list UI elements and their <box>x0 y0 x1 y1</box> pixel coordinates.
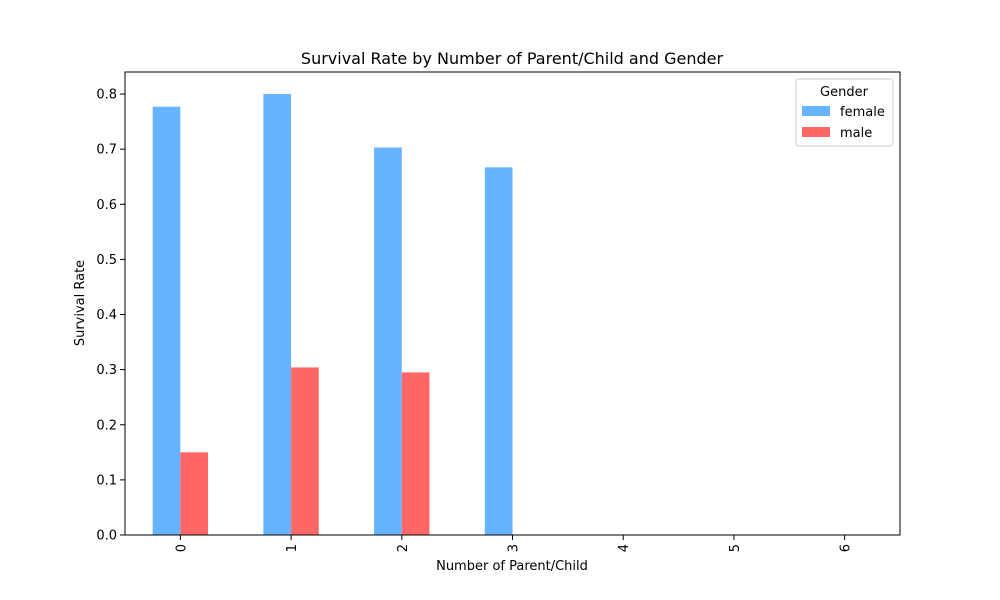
y-tick-label: 0.8 <box>96 88 117 103</box>
y-axis: 0.0 0.1 0.2 0.3 0.4 0.5 0.6 0.7 0.8 <box>96 88 125 544</box>
legend-swatch-female <box>802 106 830 116</box>
y-tick-label: 0.3 <box>96 363 117 378</box>
x-tick-label: 0 <box>174 544 189 552</box>
x-tick-label: 5 <box>728 544 743 552</box>
bar-female-2 <box>374 147 402 535</box>
bar-male-2 <box>401 372 430 535</box>
bar-male-1 <box>291 367 319 535</box>
x-tick-label: 2 <box>396 544 411 552</box>
bar-male-0 <box>180 452 209 535</box>
bar-female-3 <box>484 167 513 535</box>
y-tick-label: 0.5 <box>96 253 117 268</box>
legend-swatch-male <box>802 127 830 137</box>
legend: Gender female male <box>795 78 894 147</box>
y-axis-label: Survival Rate <box>73 260 88 346</box>
x-tick-label: 4 <box>617 544 632 552</box>
y-tick-label: 0.7 <box>96 143 117 158</box>
bar-female-1 <box>263 94 292 536</box>
y-tick-label: 0.2 <box>96 418 117 433</box>
legend-title: Gender <box>820 85 869 100</box>
y-tick-label: 0.6 <box>96 198 117 213</box>
y-tick-label: 0.0 <box>96 529 117 544</box>
legend-label-male: male <box>840 126 872 141</box>
legend-label-female: female <box>840 105 885 120</box>
x-tick-label: 1 <box>285 544 300 552</box>
x-tick-label: 6 <box>839 544 854 552</box>
x-tick-label: 3 <box>507 544 522 552</box>
x-axis: 0 1 2 3 4 5 6 <box>174 535 854 552</box>
y-tick-label: 0.1 <box>96 473 117 488</box>
bar-female-0 <box>152 106 181 535</box>
y-tick-label: 0.4 <box>96 308 117 323</box>
x-axis-label: Number of Parent/Child <box>436 559 588 574</box>
bars-group <box>152 94 513 536</box>
chart-title: Survival Rate by Number of Parent/Child … <box>301 49 724 68</box>
